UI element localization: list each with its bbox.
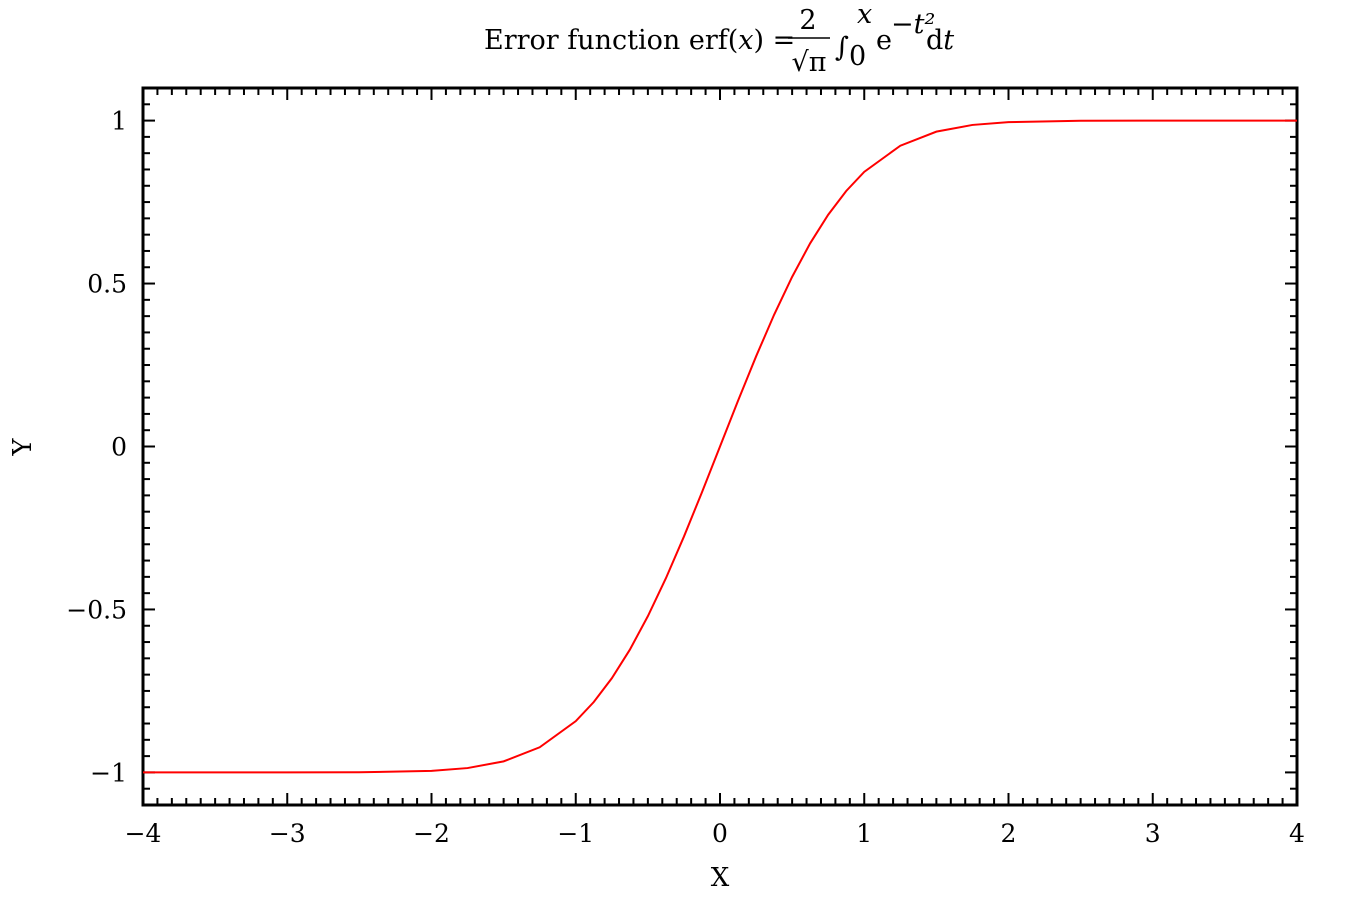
x-axis-label: X xyxy=(711,863,730,893)
title-prefix: Error function erf(x) = xyxy=(484,25,795,56)
title-numerator: 2 xyxy=(799,5,816,36)
x-tick-label: 0 xyxy=(712,819,728,848)
x-tick-label: 1 xyxy=(856,819,872,848)
axis-ticks xyxy=(142,88,1298,805)
title-lower-limit: 0 xyxy=(849,41,866,72)
series-line-erf xyxy=(143,119,1297,774)
y-tick-labels: −1 −0.5 0 0.5 1 xyxy=(66,107,127,788)
y-tick-label: 1 xyxy=(111,107,127,136)
x-tick-label: 3 xyxy=(1145,819,1161,848)
y-tick-label: −0.5 xyxy=(66,595,127,624)
title-differential: dt xyxy=(926,25,954,56)
x-tick-label: −2 xyxy=(413,819,450,848)
title-upper-limit: x xyxy=(857,0,872,30)
title-integrand-exponent: −t² xyxy=(891,9,935,40)
x-tick-label: −1 xyxy=(557,819,594,848)
x-tick-label: −4 xyxy=(125,819,162,848)
y-axis-label: Y xyxy=(8,438,38,457)
y-tick-label: −1 xyxy=(90,758,127,787)
title-integral-sign: ∫ xyxy=(835,32,849,63)
x-tick-label: 2 xyxy=(1001,819,1017,848)
y-tick-label: 0 xyxy=(111,433,127,462)
x-tick-label: 4 xyxy=(1289,819,1305,848)
title-integrand-base: e xyxy=(876,25,892,56)
chart-title: Error function erf(x) = 2 √π ∫ x 0 e −t²… xyxy=(484,0,954,78)
y-tick-label: 0.5 xyxy=(87,270,127,299)
title-denominator: √π xyxy=(792,47,827,78)
x-tick-label: −3 xyxy=(269,819,306,848)
x-tick-labels: −4 −3 −2 −1 0 1 2 3 4 xyxy=(125,819,1305,848)
